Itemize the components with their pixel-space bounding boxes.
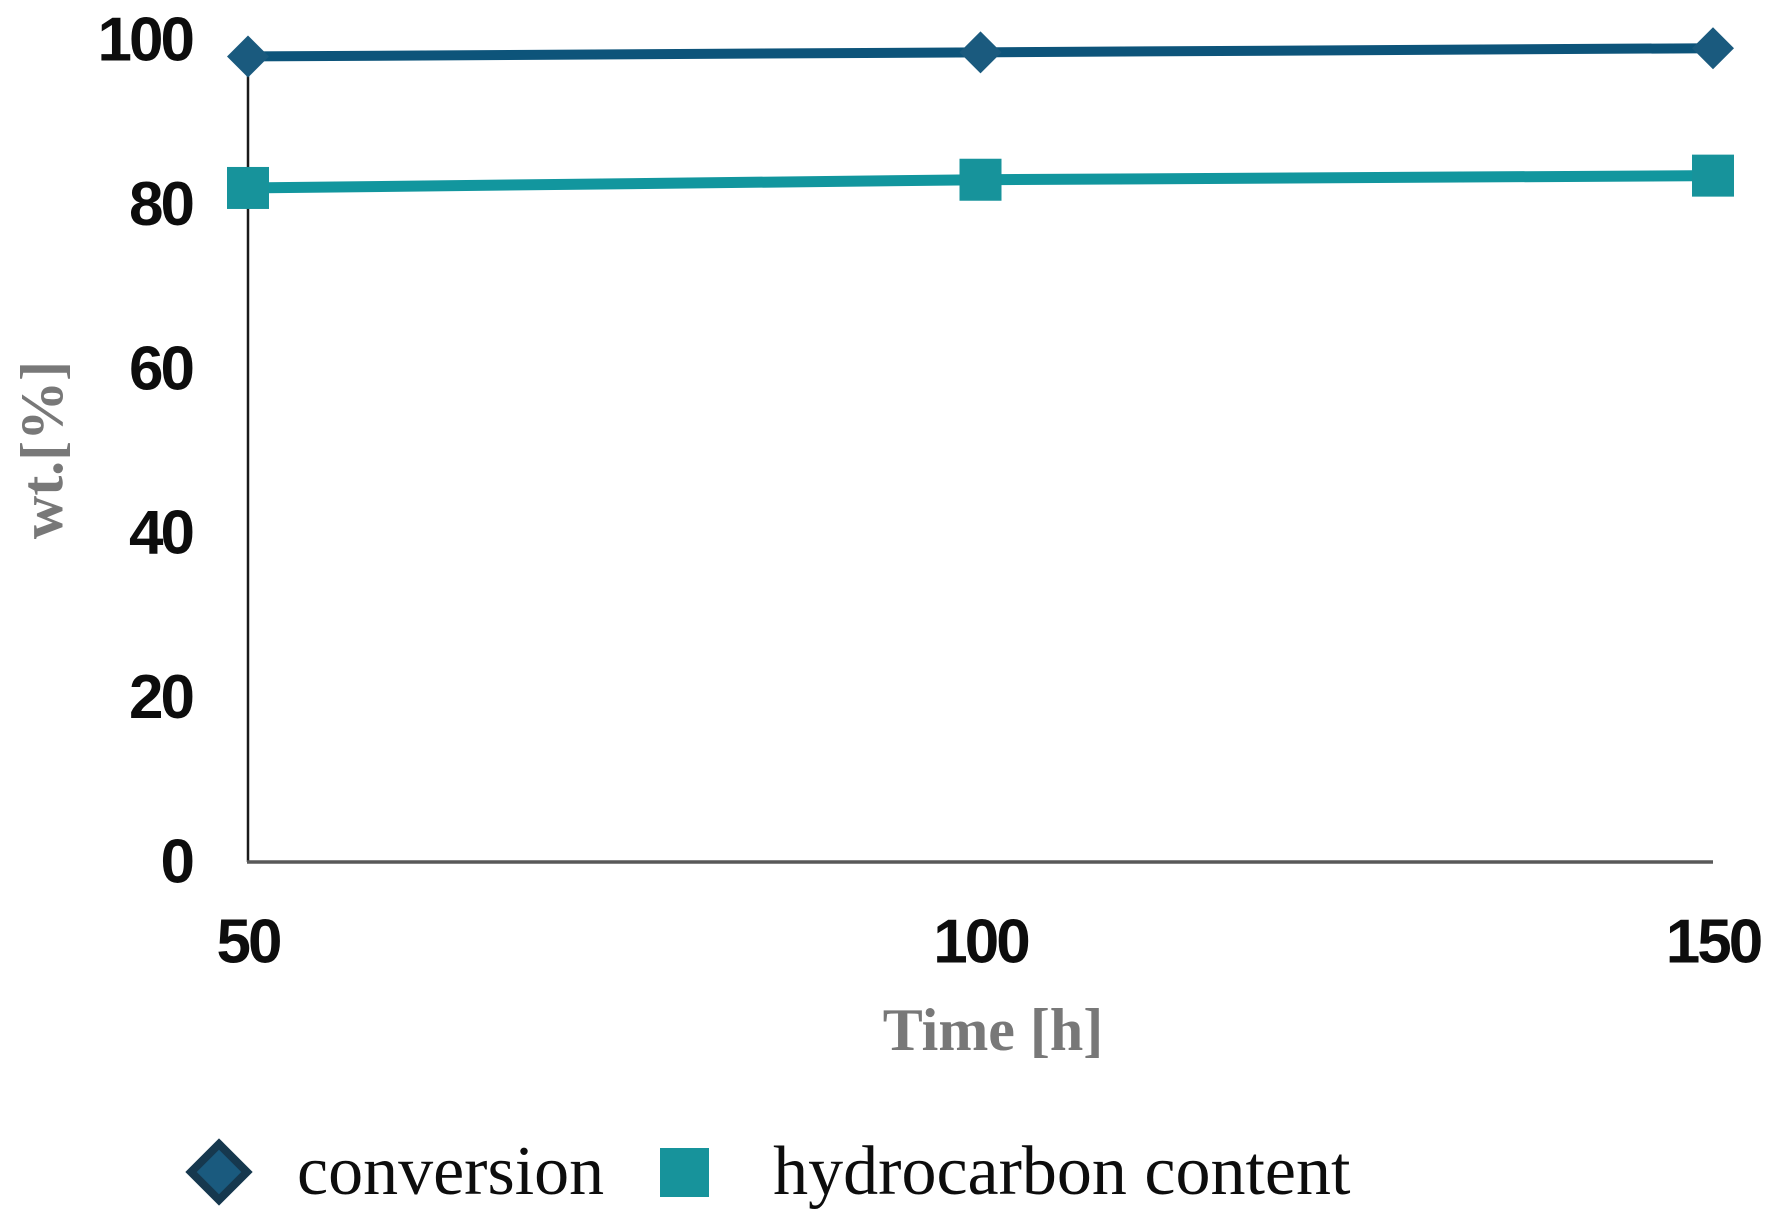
conversion-marker <box>227 35 269 78</box>
x-tick-label: 100 <box>933 908 1028 977</box>
y-tick-label: 40 <box>129 499 192 568</box>
legend-item-hydrocarbon-content: hydrocarbon content <box>604 1132 1350 1212</box>
y-axis-title: wt.[%] <box>9 360 75 540</box>
x-axis-title: Time [h] <box>882 997 1104 1063</box>
y-tick-label: 20 <box>129 663 192 732</box>
legend-label-conversion: conversion <box>297 1133 605 1210</box>
legend-label-hydrocarbon-content: hydrocarbon content <box>773 1133 1351 1210</box>
y-tick-label: 0 <box>161 828 193 897</box>
hydrocarbon-content-marker <box>1692 154 1734 197</box>
x-tick-label: 50 <box>217 908 280 977</box>
y-tick-label: 60 <box>129 334 192 403</box>
x-tick-label: 150 <box>1666 908 1761 977</box>
legend-item-conversion: conversion <box>185 1132 604 1212</box>
hydrocarbon-content-marker <box>959 158 1002 201</box>
diamond-marker-icon <box>185 1138 253 1206</box>
hydrocarbon-content-marker <box>227 166 269 209</box>
square-marker-icon <box>660 1147 710 1197</box>
conversion-marker <box>959 31 1002 74</box>
y-tick-label: 80 <box>129 170 192 239</box>
y-tick-label: 100 <box>98 6 193 75</box>
conversion-marker <box>1692 27 1734 70</box>
chart-legend: conversion hydrocarbon content <box>185 1132 1350 1212</box>
